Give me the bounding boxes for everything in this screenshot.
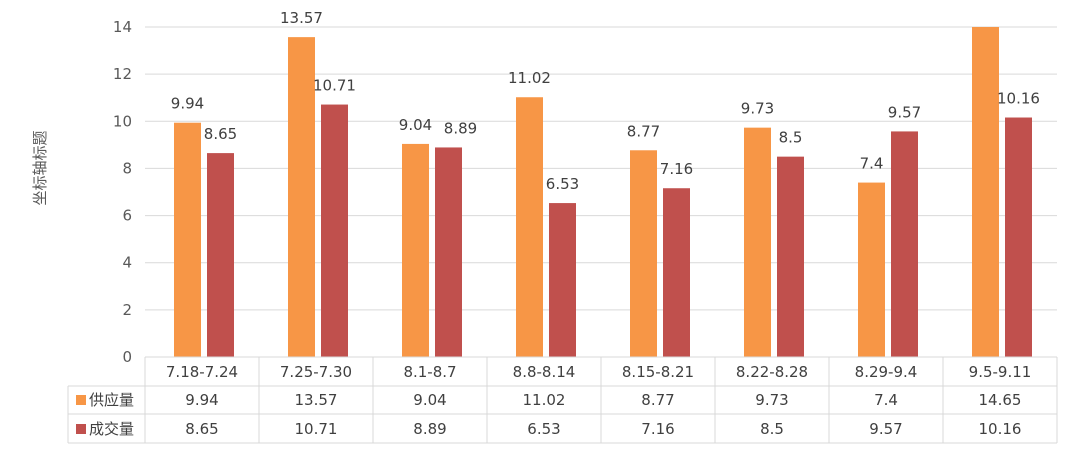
data-label: 10.71 [313,77,356,95]
table-value: 6.53 [527,420,560,438]
table-value: 8.5 [760,420,784,438]
table-value: 14.65 [979,391,1022,409]
bar-deal-2 [321,104,348,357]
table-value: 8.89 [413,420,446,438]
category-label: 9.5-9.11 [969,363,1032,381]
y-tick-label: 10 [113,112,132,130]
category-label: 8.29-9.4 [855,363,918,381]
category-label: 8.15-8.21 [622,363,694,381]
bar-deal-6 [777,156,804,357]
table-value: 11.02 [523,391,566,409]
table-value: 7.4 [874,391,898,409]
table-value: 13.57 [295,391,338,409]
bars [174,27,1032,358]
category-label: 7.25-7.30 [280,363,352,381]
y-tick-label: 4 [122,254,132,272]
y-tick-label: 14 [113,18,132,36]
data-label: 7.16 [660,160,693,178]
bar-supply-6 [744,127,771,358]
table-value: 9.73 [755,391,788,409]
table-value: 9.94 [185,391,218,409]
bar-supply-7 [858,182,885,357]
bar-supply-3 [402,143,429,357]
category-label: 8.1-8.7 [403,363,456,381]
data-label: 9.04 [399,116,432,134]
data-label: 8.89 [444,119,477,137]
data-label: 7.4 [860,155,884,173]
legend-key-deal [76,424,86,434]
category-label: 8.22-8.28 [736,363,808,381]
bar-supply-2 [288,37,315,358]
data-label: 11.02 [508,69,551,87]
table-value: 10.71 [295,420,338,438]
bar-deal-4 [549,203,576,357]
legend-key-supply [76,395,86,405]
data-table: 7.18-7.24 7.25-7.30 8.1-8.7 8.8-8.14 8.15-8.… [67,356,1058,444]
y-tick-label: 8 [122,159,132,177]
data-label: 10.16 [997,90,1040,108]
data-label: 6.53 [546,175,579,193]
y-tick-label: 12 [113,65,132,83]
bar-deal-8 [1005,117,1032,357]
data-label: 8.77 [627,122,660,140]
bar-supply-4 [516,97,543,357]
bar-supply-8 [972,27,999,357]
bar-deal-5 [663,188,690,357]
gridlines [145,26,1057,358]
category-label: 7.18-7.24 [166,363,238,381]
data-label: 13.57 [280,9,323,27]
data-label: 9.73 [741,100,774,118]
table-value: 9.57 [869,420,902,438]
y-tick-label: 6 [122,207,132,225]
data-label: 9.94 [171,95,204,113]
table-value: 7.16 [641,420,674,438]
table-value: 8.77 [641,391,674,409]
data-labels: 9.94 13.57 9.04 11.02 8.77 9.73 7.4 8.65 10.71 8.… [171,9,1040,193]
data-label: 9.57 [888,103,921,121]
legend-label: 供应量 [89,391,134,409]
legend-label: 成交量 [89,420,134,438]
bar-deal-3 [435,147,462,357]
bar-deal-7 [891,131,918,357]
bar-supply-5 [630,150,657,357]
data-label: 8.65 [204,125,237,143]
category-label: 8.8-8.14 [513,363,576,381]
y-axis-title: 坐标轴标题 [31,130,49,205]
bar-deal-1 [207,153,234,357]
y-tick-label: 0 [122,348,132,366]
bar-supply-1 [174,122,201,357]
table-value: 10.16 [979,420,1022,438]
table-value: 8.65 [185,420,218,438]
y-tick-label: 2 [122,301,132,319]
y-axis-ticks: 0 2 4 6 8 10 12 14 [113,18,132,366]
data-label: 8.5 [779,129,803,147]
table-value: 9.04 [413,391,446,409]
